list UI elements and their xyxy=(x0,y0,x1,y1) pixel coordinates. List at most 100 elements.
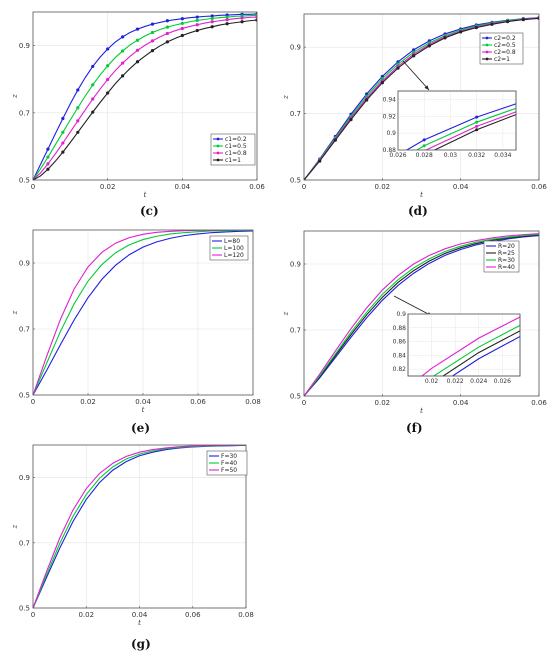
x-tick-label: 0.02 xyxy=(80,398,96,406)
x-tick-label: 0.04 xyxy=(175,183,191,191)
x-tick-label: 0.06 xyxy=(185,611,201,619)
inset-x-tick-label: 0.022 xyxy=(447,378,464,385)
series-marker xyxy=(91,97,95,101)
inset-x-tick-label: 0.03 xyxy=(444,152,458,159)
caption-g: (g) xyxy=(131,637,151,651)
series-marker xyxy=(412,54,416,58)
y-tick-label: 0.5 xyxy=(19,177,30,185)
series-line-c2=0.5 xyxy=(304,17,539,180)
y-axis-label: z xyxy=(11,310,19,315)
x-tick-label: 0.04 xyxy=(453,183,469,191)
series-marker xyxy=(150,22,155,26)
legend-label: R=25 xyxy=(498,250,515,257)
series-marker xyxy=(106,47,110,51)
series-marker xyxy=(521,18,525,22)
inset-x-tick-label: 0.028 xyxy=(416,152,433,159)
series-marker xyxy=(195,23,199,27)
inset-line-c2=0.8 xyxy=(424,111,516,150)
series-line-R=40 xyxy=(304,233,539,396)
series-marker xyxy=(210,16,214,20)
series-line-R=30 xyxy=(304,233,539,396)
series-marker xyxy=(91,110,95,114)
x-tick-label: 0.02 xyxy=(375,183,391,191)
series-marker xyxy=(91,64,95,69)
series-marker xyxy=(225,22,229,26)
x-tick-label: 0.08 xyxy=(245,398,261,406)
x-tick-label: 0.08 xyxy=(238,611,254,619)
legend-label: F=50 xyxy=(221,467,237,474)
y-axis-label: z xyxy=(282,311,290,316)
series-marker xyxy=(121,35,125,39)
series-marker xyxy=(61,116,65,121)
legend-label: c1=1 xyxy=(225,157,241,164)
y-tick-label: 0.7 xyxy=(290,110,301,118)
series-line-L=80 xyxy=(33,230,253,395)
series-marker xyxy=(210,20,214,24)
plot-frame xyxy=(303,13,540,181)
y-tick-label: 0.7 xyxy=(19,109,30,117)
legend-marker xyxy=(485,43,489,47)
legend-marker xyxy=(216,144,220,148)
legend-label: c2=0.2 xyxy=(494,35,516,42)
inset-f: 0.02 0.022 0.024 0.026 0.82 0.84 0.86 0.88 0.9 xyxy=(393,295,521,385)
x-tick-label: 0.04 xyxy=(453,399,469,407)
series-marker xyxy=(135,27,140,31)
series-marker xyxy=(412,48,416,52)
inset-y-tick-label: 0.88 xyxy=(393,325,407,332)
inset-marker xyxy=(475,128,479,132)
inset-box xyxy=(397,90,517,151)
legend-label: R=40 xyxy=(498,264,515,271)
series-line-c1=0.2 xyxy=(33,13,257,180)
inset-marker xyxy=(422,138,426,142)
series-group xyxy=(33,12,257,180)
series-marker xyxy=(46,155,50,159)
legend: c2=0.2c2=0.5c2=0.8c2=1 xyxy=(479,32,524,65)
inset-line-c2=0.2 xyxy=(405,103,516,150)
legend-marker xyxy=(216,137,220,141)
legend-label: c1=0.8 xyxy=(225,150,247,157)
x-axis-label: t xyxy=(420,407,423,415)
y-axis-label: z xyxy=(11,524,19,529)
inset-y-tick-label: 0.88 xyxy=(383,147,397,154)
inset-line-R=30 xyxy=(432,324,520,376)
y-tick-label: 0.7 xyxy=(290,327,301,335)
series-group xyxy=(304,16,539,180)
series-marker xyxy=(349,117,353,122)
series-marker xyxy=(76,119,80,123)
series-marker xyxy=(210,14,214,18)
series-marker xyxy=(490,22,494,26)
series-marker xyxy=(165,40,169,44)
y-tick-label: 0.5 xyxy=(19,605,30,613)
caption-e: (e) xyxy=(131,421,150,435)
y-tick-label: 0.9 xyxy=(19,42,30,50)
inset-frame xyxy=(397,90,517,151)
panel-f: 0 0.02 0.04 0.06 0.5 0.7 0.9 t z R=20R=25R=30R=40… xyxy=(282,230,547,415)
series-marker xyxy=(195,18,199,22)
caption-d: (d) xyxy=(408,204,428,218)
series-marker xyxy=(380,81,384,85)
series-marker xyxy=(474,26,478,30)
legend-label: F=40 xyxy=(221,460,237,467)
x-tick-label: 0.06 xyxy=(531,183,547,191)
y-tick-label: 0.9 xyxy=(19,474,30,482)
x-tick-label: 0 xyxy=(31,183,35,191)
inset-x-tick-label: 0.032 xyxy=(468,152,485,159)
legend-label: c2=0.5 xyxy=(494,42,516,49)
x-tick-label: 0.04 xyxy=(132,611,148,619)
series-marker xyxy=(46,167,50,171)
series-marker xyxy=(76,130,80,134)
y-tick-label: 0.5 xyxy=(290,177,301,185)
series-marker xyxy=(195,15,199,19)
inset-x-tick-label: 0.034 xyxy=(494,152,511,159)
x-tick-label: 0.04 xyxy=(135,398,151,406)
series-marker xyxy=(459,30,463,34)
series-marker xyxy=(240,16,244,20)
legend-label: c1=0.2 xyxy=(225,136,247,143)
zoom-arrow-line xyxy=(402,60,430,91)
series-line-L=100 xyxy=(33,230,253,395)
series-marker xyxy=(180,26,184,31)
series-marker xyxy=(165,19,169,23)
panel-g: 0 0.02 0.04 0.06 0.08 0.5 0.7 0.9 t z F=30F=40F=50 xyxy=(11,444,254,627)
series-line-R=25 xyxy=(304,234,539,396)
